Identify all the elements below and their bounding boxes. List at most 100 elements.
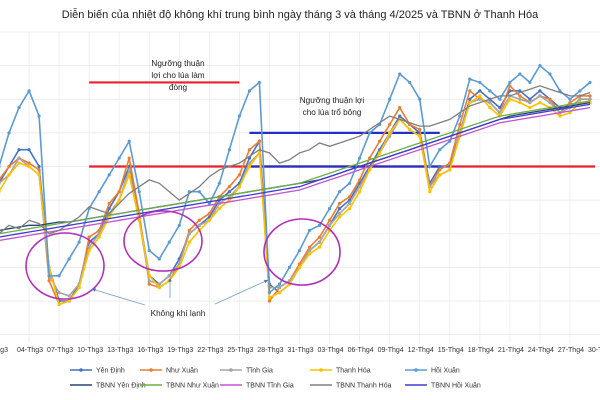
data-point [478, 97, 482, 101]
data-point [267, 299, 272, 303]
x-tick-label: 21-Thg4 [498, 347, 524, 354]
data-point [247, 89, 252, 93]
data-point [27, 164, 31, 169]
x-tick-label: 15-Thg4 [438, 347, 464, 354]
series-line [0, 94, 590, 306]
data-point [368, 131, 372, 135]
threshold-label: cho lúa trổ bông [303, 107, 362, 117]
x-tick-label: 12-Thg4 [408, 347, 434, 354]
arrow [214, 279, 269, 305]
data-point [528, 101, 532, 105]
legend-marker [229, 368, 233, 372]
data-point [588, 94, 592, 98]
data-point [538, 101, 542, 105]
x-tick-label: 09-Thg4 [378, 347, 404, 354]
data-point [7, 173, 11, 177]
data-point [207, 218, 211, 222]
x-tick-label: 22-Thg3 [197, 347, 223, 354]
data-point [307, 252, 312, 256]
arrow [91, 288, 146, 306]
x-tick-label: Thg3 [0, 347, 8, 354]
x-tick-label: 06-Thg4 [348, 347, 374, 354]
data-point [478, 80, 482, 85]
data-point [297, 248, 302, 253]
data-point [418, 127, 422, 132]
data-point [157, 282, 161, 286]
data-point [468, 89, 472, 93]
data-point [17, 106, 21, 110]
data-point [538, 64, 542, 68]
data-point [448, 168, 452, 172]
legend-label: Tĩnh Gia [246, 368, 273, 375]
data-point [337, 211, 342, 216]
data-point [488, 89, 492, 93]
data-point [358, 185, 362, 189]
data-point [147, 274, 151, 278]
data-point [147, 248, 151, 253]
data-point [337, 206, 342, 211]
legend-marker [414, 368, 418, 372]
data-point [528, 80, 532, 85]
series-line [0, 64, 591, 295]
data-point [368, 168, 372, 172]
data-point [117, 198, 121, 202]
legend-label: Yên Định [96, 368, 125, 375]
cold-air-circle [123, 210, 203, 272]
data-point [17, 161, 21, 165]
data-point [468, 101, 472, 105]
data-point [378, 139, 382, 143]
data-point [448, 161, 452, 165]
data-point [167, 240, 171, 244]
data-point [317, 235, 322, 239]
data-point [438, 164, 442, 169]
data-point [197, 190, 201, 194]
data-point [307, 228, 312, 232]
data-point [478, 89, 482, 93]
data-point [518, 94, 522, 98]
data-point [117, 190, 121, 194]
data-point [17, 148, 21, 152]
data-point [418, 134, 422, 138]
data-point [247, 164, 252, 169]
data-point [578, 89, 582, 93]
data-point [97, 235, 101, 239]
x-tick-label: 24-Thg4 [528, 347, 554, 354]
data-point [568, 111, 572, 115]
data-point [347, 181, 352, 185]
x-tick-label: 28-Thg3 [257, 347, 283, 354]
data-point [297, 265, 302, 269]
cold-air-circle [25, 232, 105, 300]
data-point [227, 198, 231, 202]
legend: Yên Định Như Xuân Tĩnh Gia Thanh Hóa Hồi Xuâ… [70, 366, 481, 390]
data-point [257, 151, 262, 155]
cold-air-circle [263, 218, 341, 286]
data-point [37, 114, 41, 118]
x-tick-label: 19-Thg3 [167, 347, 193, 354]
data-point [7, 164, 11, 169]
x-tick-label: 27-Thg4 [558, 347, 584, 354]
data-point [37, 173, 41, 177]
legend-marker [319, 368, 323, 372]
data-point [267, 296, 272, 300]
data-point [307, 245, 312, 249]
threshold-label: Ngưỡng thuận lợi [300, 96, 365, 105]
data-point [237, 114, 242, 118]
x-tick-label: 13-Thg3 [107, 347, 133, 354]
data-point [428, 190, 432, 194]
series-line [0, 85, 591, 235]
legend-marker [149, 368, 153, 372]
data-point [568, 101, 572, 105]
legend-label: TBNN Như Xuân [166, 383, 219, 390]
data-point [87, 245, 91, 249]
data-point [428, 164, 432, 169]
data-point [408, 127, 412, 132]
data-point [538, 89, 542, 93]
data-point [137, 190, 141, 194]
data-point [347, 201, 352, 206]
data-point [337, 215, 342, 219]
data-point [87, 235, 91, 239]
data-point [147, 279, 151, 283]
series-line [0, 94, 590, 297]
data-point [257, 139, 262, 143]
data-point [378, 151, 382, 155]
